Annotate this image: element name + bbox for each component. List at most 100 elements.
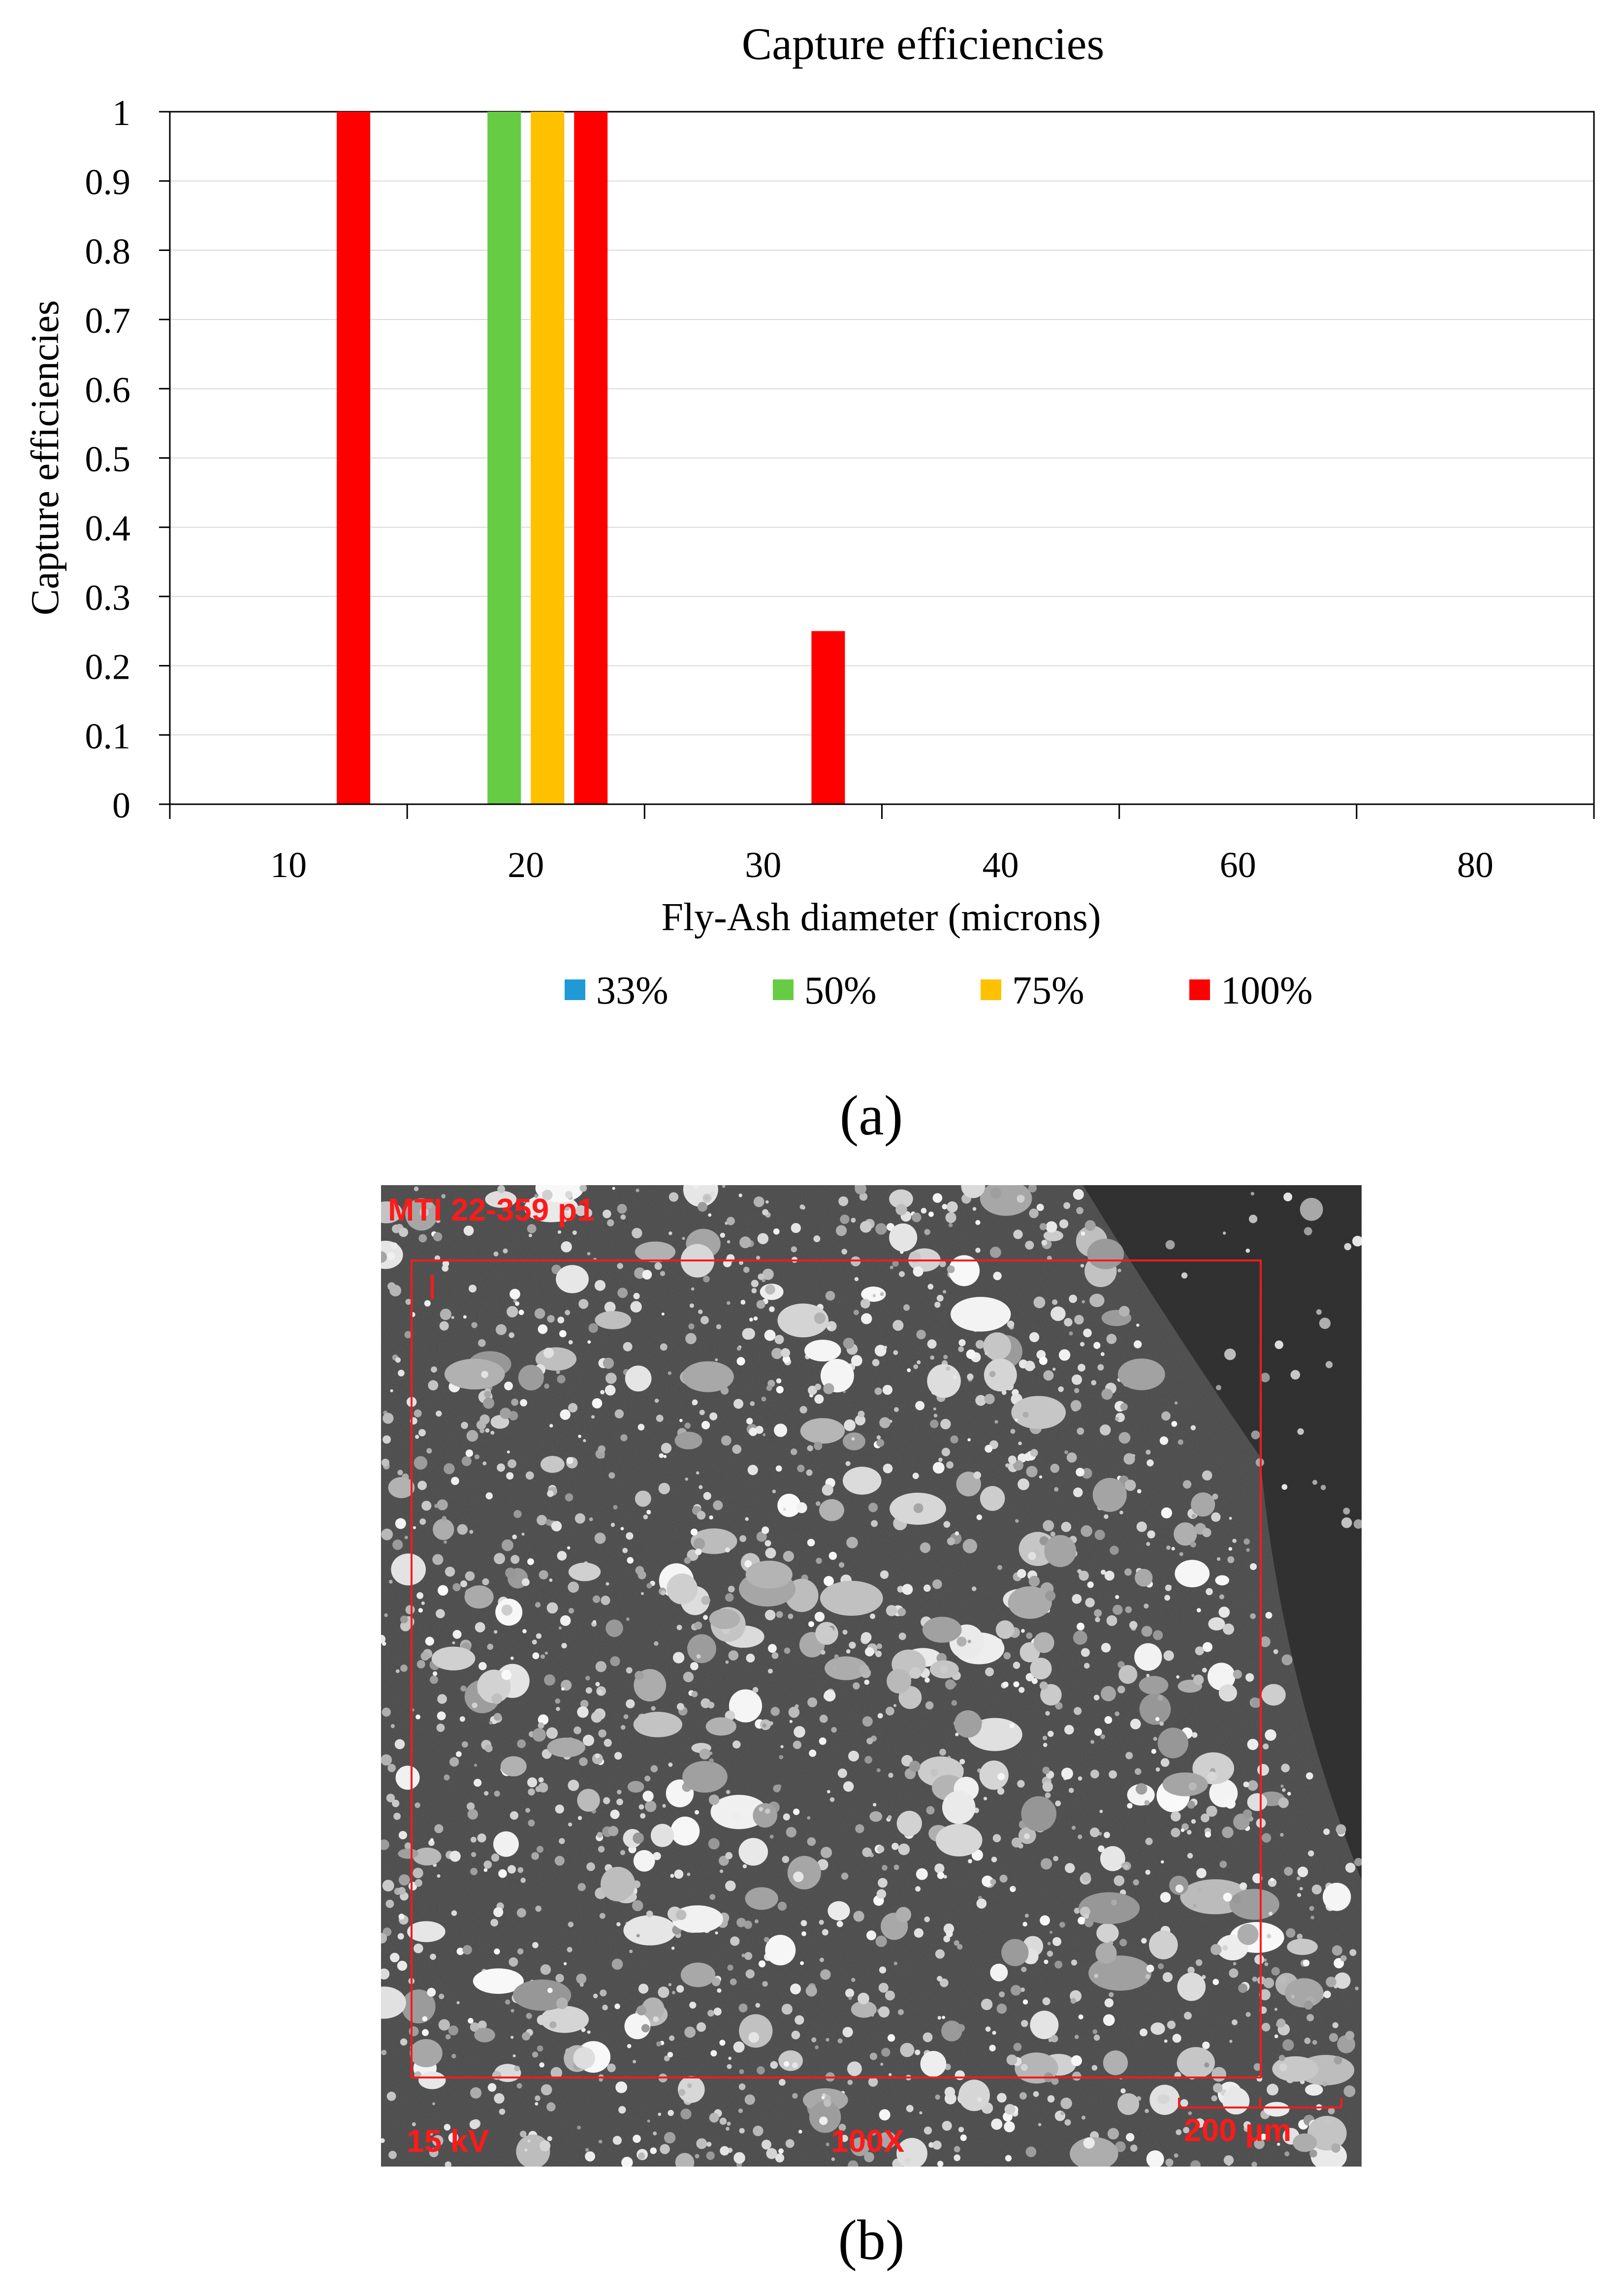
ash-particle [992,2031,996,2035]
ash-particle [949,1255,980,1287]
ash-particle [390,1242,398,1250]
ash-particle [433,1232,443,1242]
ash-particle [1039,1356,1048,1365]
ash-particle [984,1394,995,1405]
ash-particle [907,1368,911,1372]
ash-particle [489,1721,493,1725]
ash-particle [693,1185,700,1189]
ash-particle [630,1301,642,1313]
y-tick-label: 0.5 [85,440,131,480]
ash-particle [1033,2091,1039,2097]
ash-particle [997,1788,1005,1795]
ash-particle [544,1674,556,1686]
ash-particle [587,1340,591,1344]
ash-particle [1072,2071,1082,2081]
ash-particle [600,1989,607,1997]
ash-particle [1191,1514,1196,1518]
ash-particle [1263,1743,1269,1750]
sample-id-label: MTI 22-359 p1 [388,1192,595,1227]
ash-particle [841,2135,848,2142]
y-tick-label: 0.3 [85,578,131,618]
ash-particle [672,1652,685,1664]
ash-particle [395,1765,420,1790]
ash-particle [814,1312,826,1324]
ash-particle [604,1738,612,1747]
ash-particle [528,1820,535,1827]
ash-particle [585,2148,589,2152]
ash-particle [438,2019,450,2031]
ash-particle [1053,1856,1058,1861]
ash-particle [814,1394,824,1404]
ash-particle [890,1265,893,1269]
ash-particle [432,1554,444,1565]
ash-particle [770,2061,778,2069]
ash-particle [948,1223,953,1227]
ash-particle [1252,1977,1258,1982]
ash-particle [968,1859,972,1863]
ash-particle [650,1765,658,1772]
legend-label: 100% [1221,969,1313,1012]
ash-particle [1091,1380,1097,1385]
ash-particle [822,1627,834,1638]
ash-particle [943,1875,947,1879]
ash-particle [477,1339,486,1347]
ash-particle [417,1480,427,1490]
ash-particle [792,2062,798,2069]
ash-particle [767,1668,773,1674]
ash-particle [557,1317,565,1323]
ash-particle [1151,1749,1156,1754]
ash-particle [897,1607,906,1616]
ash-particle [424,1300,431,1307]
ash-particle [989,1371,996,1378]
ash-particle [1145,1869,1150,1875]
ash-particle [1272,2056,1319,2082]
ash-particle [430,1953,436,1960]
ash-particle [493,1251,499,1257]
ash-particle [626,1699,635,1708]
ash-particle [1083,1328,1092,1338]
ash-particle [1049,1930,1053,1934]
ash-particle [1074,2035,1079,2039]
ash-particle [547,1987,553,1993]
caption-b: (b) [838,2209,904,2272]
ash-particle [845,1461,851,1466]
ash-particle [594,1532,606,1544]
ash-particle [888,1772,893,1778]
x-tick-label: 60 [1220,845,1256,885]
ash-particle [708,1838,720,1850]
ash-particle [1043,1370,1054,1381]
ash-particle [1334,2056,1342,2065]
ash-particle [1107,2128,1119,2139]
ash-particle [889,2073,892,2076]
ash-particle [538,1714,549,1725]
ash-particle [1045,1792,1051,1798]
ash-particle [1055,1800,1061,1807]
ash-particle [607,1219,614,1227]
ash-particle [1070,1400,1082,1411]
ash-particle [485,1191,517,1208]
ash-particle [381,1635,386,1644]
ash-particle [872,1359,880,1366]
ash-particle [837,1768,847,1778]
ash-particle [850,2137,870,2156]
legend-label: 50% [804,969,877,1012]
ash-particle [1026,1466,1038,1478]
ash-particle [1083,2137,1095,2149]
ash-particle [470,1867,478,1875]
ash-particle [654,1641,659,1646]
ash-particle [507,1865,516,1874]
ash-particle [593,1993,598,1999]
ash-particle [667,2051,673,2058]
ash-particle [381,2138,385,2143]
ash-particle [452,1583,461,1592]
ash-particle [848,2160,859,2167]
ash-particle [434,1824,444,1833]
ash-particle [430,1838,434,1842]
ash-particle [404,1842,412,1850]
ash-particle [1202,1667,1207,1673]
ash-particle [851,1355,862,1366]
ash-particle [893,1864,899,1870]
ash-particle [1134,1340,1142,1349]
ash-particle [912,1212,922,1223]
ash-particle [535,1786,541,1793]
